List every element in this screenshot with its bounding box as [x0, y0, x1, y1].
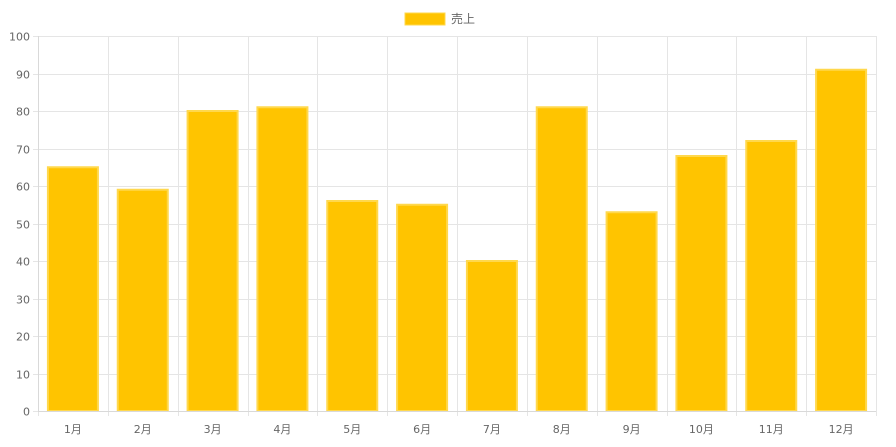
y-tick-label: 80 [16, 106, 30, 119]
x-tick-label: 11月 [759, 423, 784, 436]
y-tick-label: 20 [16, 331, 30, 344]
x-tick-label: 1月 [64, 423, 82, 436]
x-tick-label: 9月 [623, 423, 641, 436]
bar[interactable] [326, 200, 379, 412]
legend[interactable]: 売上 [404, 11, 475, 26]
y-tick-label: 100 [9, 31, 30, 44]
bar[interactable] [396, 203, 449, 412]
bar[interactable] [815, 68, 868, 412]
y-tick-label: 0 [23, 406, 30, 419]
y-tick-label: 30 [16, 294, 30, 307]
bar[interactable] [186, 110, 239, 412]
y-tick-label: 10 [16, 369, 30, 382]
y-tick-label: 50 [16, 219, 30, 232]
x-tick-label: 12月 [829, 423, 854, 436]
bar[interactable] [46, 166, 99, 412]
bars-layer [46, 68, 868, 412]
x-tick-label: 3月 [204, 423, 222, 436]
bar[interactable] [675, 155, 728, 412]
x-tick-label: 8月 [553, 423, 571, 436]
y-tick-label: 60 [16, 181, 30, 194]
axis-layer: 0 10 20 30 40 50 60 70 80 90 100 1月 2月 3月 4月 5月 6月 7月 8月 9月… [9, 31, 876, 436]
bar[interactable] [465, 260, 518, 412]
bar[interactable] [535, 106, 588, 412]
y-tick-label: 40 [16, 256, 30, 269]
x-tick-label: 5月 [343, 423, 361, 436]
y-tick-label: 90 [16, 69, 30, 82]
x-tick-label: 2月 [134, 423, 152, 436]
bar[interactable] [116, 188, 169, 412]
y-tick-label: 70 [16, 144, 30, 157]
x-tick-label: 10月 [689, 423, 714, 436]
bar[interactable] [605, 211, 658, 412]
x-tick-label: 7月 [483, 423, 501, 436]
bar[interactable] [745, 140, 798, 412]
legend-label[interactable]: 売上 [451, 11, 475, 26]
bar[interactable] [256, 106, 309, 412]
x-tick-label: 4月 [273, 423, 291, 436]
x-tick-label: 6月 [413, 423, 431, 436]
legend-swatch[interactable] [404, 12, 446, 26]
